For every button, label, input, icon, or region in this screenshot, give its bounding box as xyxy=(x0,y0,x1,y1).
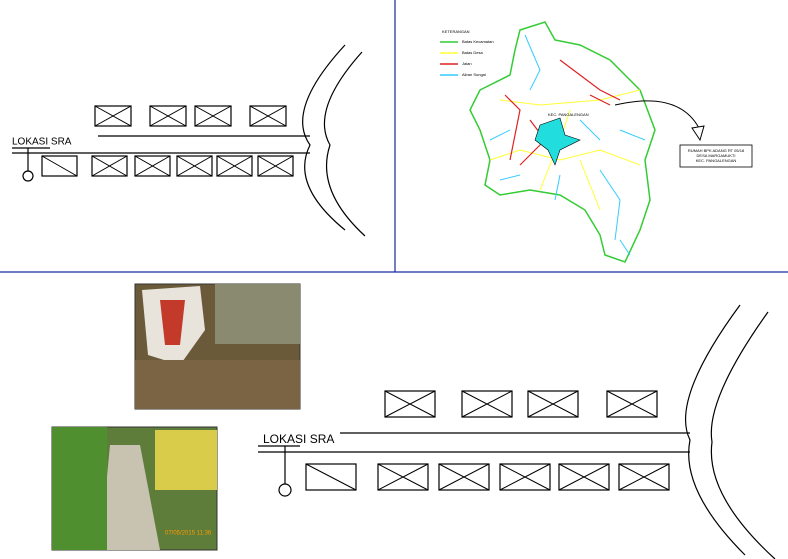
photo-timestamp: 07/05/2015 11:36 xyxy=(165,531,212,537)
photo: 07/05/2015 11:36 xyxy=(51,426,218,551)
building-mark xyxy=(94,105,132,127)
building-mark xyxy=(558,463,610,491)
building-mark xyxy=(527,390,579,418)
building-mark xyxy=(257,155,294,177)
legend-title: KETERANGAN xyxy=(442,29,470,34)
building-mark xyxy=(216,155,253,177)
building-mark xyxy=(461,390,513,418)
legend-label: Aliran Sungai xyxy=(462,72,486,77)
building-mark xyxy=(91,155,128,177)
building-mark xyxy=(499,463,551,491)
legend-label: Batas Kecamatan xyxy=(462,39,494,44)
building-mark xyxy=(134,155,171,177)
building-mark xyxy=(176,155,213,177)
site-sketch: LOKASI SRA xyxy=(258,304,776,559)
site-sketch: LOKASI SRA xyxy=(12,44,366,237)
location-label: LOKASI SRA xyxy=(12,137,72,148)
callout-text: DESA MARGAMUKTI xyxy=(697,153,736,158)
building-mark xyxy=(194,105,232,127)
location-label: LOKASI SRA xyxy=(263,432,334,446)
building-mark xyxy=(438,463,490,491)
legend-label: Batas Desa xyxy=(462,50,483,55)
building-mark xyxy=(377,463,429,491)
building-mark xyxy=(149,105,187,127)
callout-text: RUMAH BPK ADANG RT 05/18 xyxy=(688,148,745,153)
photo xyxy=(134,283,301,410)
district-label: KEC. PANGALENGAN xyxy=(548,112,589,117)
building-mark xyxy=(606,390,658,418)
building-mark xyxy=(41,155,78,177)
building-mark xyxy=(305,463,357,491)
building-mark xyxy=(384,390,436,418)
legend-label: Jalan xyxy=(462,61,472,66)
map: KEC. PANGALENGAN KETERANGAN Batas Kecama… xyxy=(440,21,753,263)
building-mark xyxy=(618,463,670,491)
building-mark xyxy=(249,105,287,127)
callout-text: KEC. PANGALENGAN xyxy=(696,158,737,163)
